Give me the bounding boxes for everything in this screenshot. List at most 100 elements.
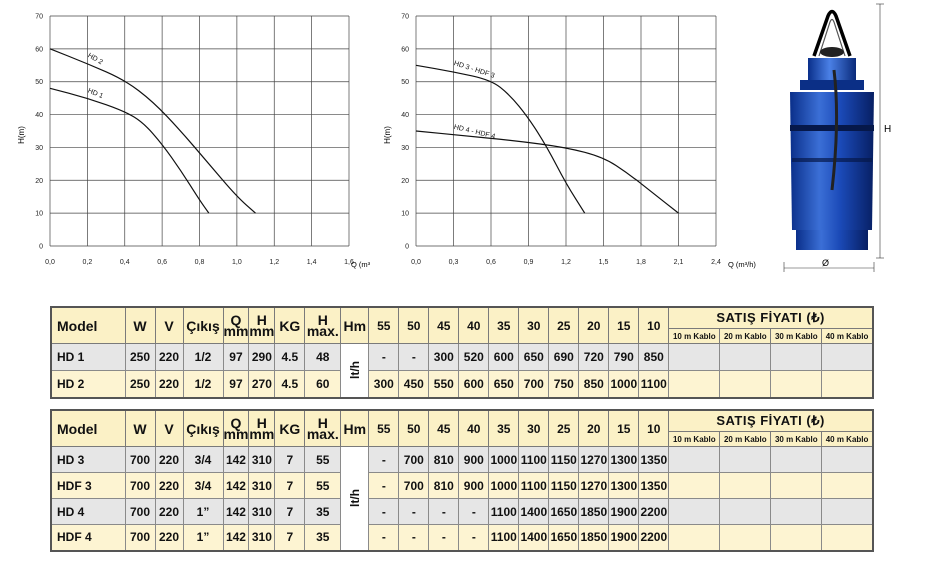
x-tick-label: 1,8: [636, 259, 646, 266]
series-line: [49, 48, 256, 214]
flow-cell: -: [368, 498, 400, 525]
x-tick-label: 1,2: [269, 259, 279, 266]
header-head-50: 50: [398, 306, 430, 344]
price-cell: [770, 524, 823, 551]
flow-cell: -: [368, 524, 400, 551]
flow-cell: -: [398, 524, 430, 551]
y-tick-label: 50: [401, 79, 409, 86]
y-tick-label: 70: [401, 14, 409, 21]
header-q-top: Q: [230, 311, 242, 328]
cable-40m: 40 m Kablo: [821, 431, 874, 447]
flow-cell: 1000: [488, 472, 520, 499]
header-head-40: 40: [458, 409, 490, 447]
flow-cell: 1000: [608, 370, 640, 398]
flow-cell: 1000: [488, 446, 520, 473]
flow-cell: 850: [638, 343, 670, 371]
flow-cell: 300: [368, 370, 400, 398]
w-cell: 700: [124, 446, 156, 473]
flow-cell: -: [458, 498, 490, 525]
series-label: HD 1: [87, 88, 105, 101]
hmax-cell: 35: [304, 524, 342, 551]
flow-cell: 1650: [548, 524, 580, 551]
header-head-45: 45: [428, 409, 460, 447]
y-tick-label: 40: [401, 112, 409, 119]
flow-cell: 810: [428, 472, 460, 499]
price-cell: [821, 524, 874, 551]
flow-cell: -: [368, 446, 400, 473]
model-cell: HD 2: [50, 370, 126, 398]
kg-cell: 4.5: [274, 343, 306, 371]
table-row: HD 3 700 220 3/4 142 310 7 55 lt/h - 700…: [50, 446, 874, 551]
x-tick-label: 0,4: [120, 259, 130, 266]
flow-cell: 1100: [488, 498, 520, 525]
series-label: HD 4 - HDF 4: [453, 124, 496, 141]
price-cell: [668, 498, 721, 525]
price-cell: [668, 370, 721, 398]
price-cell: [668, 446, 721, 473]
cable-40m: 40 m Kablo: [821, 328, 874, 344]
q-cell: 142: [222, 472, 250, 499]
header-head-35: 35: [488, 409, 520, 447]
header-kg: KG: [274, 409, 306, 447]
x-tick-label: 0,2: [83, 259, 93, 266]
header-v: V: [154, 306, 184, 344]
price-cell: [719, 498, 772, 525]
w-cell: 700: [124, 472, 156, 499]
flow-cell: 1270: [578, 446, 610, 473]
q-cell: 97: [222, 370, 250, 398]
header-w: W: [124, 409, 156, 447]
header-q-unit: mm: [223, 425, 249, 442]
header-head-50: 50: [398, 409, 430, 447]
y-tick-label: 60: [401, 46, 409, 53]
header-cikis: Çıkış: [182, 409, 224, 447]
header-head-40: 40: [458, 306, 490, 344]
pump-illustration: H Ø: [783, 3, 891, 272]
hmax-cell: 60: [304, 370, 342, 398]
w-cell: 700: [124, 524, 156, 551]
flow-cell: 1850: [578, 524, 610, 551]
header-head-20: 20: [578, 306, 610, 344]
q-cell: 142: [222, 498, 250, 525]
flow-cell: 300: [428, 343, 460, 371]
flow-cell: -: [398, 343, 430, 371]
header-q-top: Q: [230, 414, 242, 431]
x-tick-label: 1,6: [344, 259, 354, 266]
flow-unit-label: lt/h: [340, 446, 370, 551]
price-cell: [719, 524, 772, 551]
price-cell: [719, 343, 772, 371]
cikis-cell: 1/2: [182, 343, 224, 371]
model-cell: HD 1: [50, 343, 126, 371]
series-line: [415, 130, 679, 214]
header-head-15: 15: [608, 306, 640, 344]
kg-cell: 7: [274, 472, 306, 499]
flow-cell: 1400: [518, 498, 550, 525]
q-cell: 97: [222, 343, 250, 371]
header-hmax-unit: max.: [306, 322, 339, 339]
flow-cell: 1100: [518, 472, 550, 499]
chart-series: HD 3 - HDF 3HD 4 - HDF 4: [415, 60, 679, 214]
h-cell: 310: [248, 498, 276, 525]
flow-cell: 1150: [548, 472, 580, 499]
cikis-cell: 1”: [182, 524, 224, 551]
header-w: W: [124, 306, 156, 344]
y-axis-label: H(m): [17, 126, 26, 144]
v-cell: 220: [154, 370, 184, 398]
flow-cell: 2200: [638, 524, 670, 551]
flow-cell: -: [428, 498, 460, 525]
flow-cell: 1100: [488, 524, 520, 551]
header-head-55: 55: [368, 409, 400, 447]
x-tick-label: 0,6: [157, 259, 167, 266]
pump-handle: [812, 9, 852, 57]
h-cell: 310: [248, 472, 276, 499]
y-tick-label: 70: [35, 14, 43, 21]
cable-10m: 10 m Kablo: [668, 328, 721, 344]
chart-grid: [415, 15, 717, 247]
price-cell: [668, 472, 721, 499]
header-h-unit: mm: [249, 425, 275, 442]
flow-cell: -: [398, 498, 430, 525]
v-cell: 220: [154, 472, 184, 499]
y-tick-label: 40: [35, 112, 43, 119]
flow-cell: 1900: [608, 524, 640, 551]
chart-grid: [49, 15, 350, 247]
